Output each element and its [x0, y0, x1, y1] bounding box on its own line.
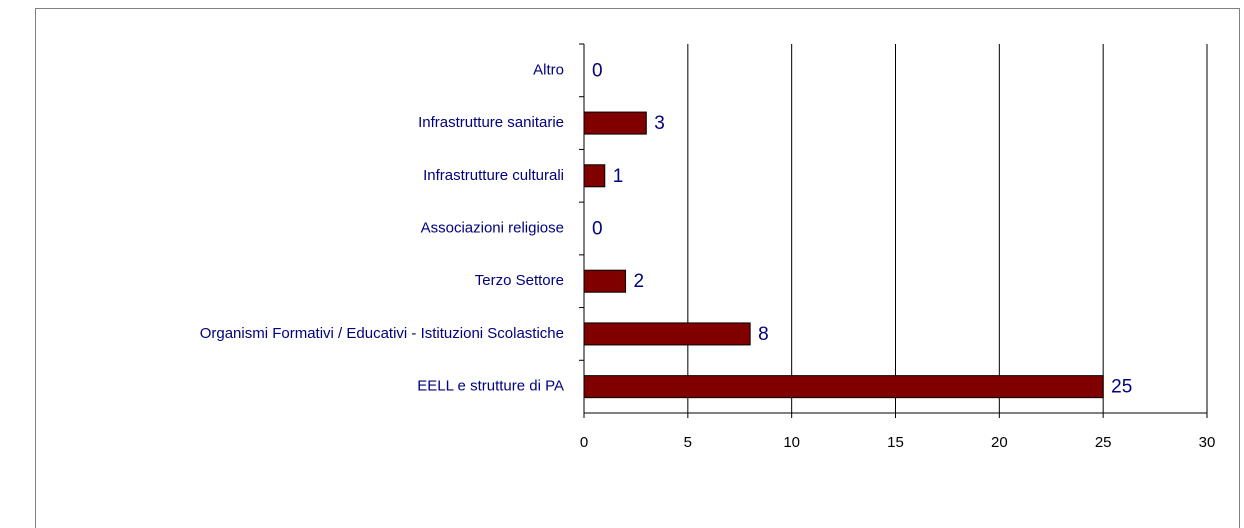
- data-label: 3: [654, 113, 665, 134]
- y-tick-label: EELL e strutture di PA: [417, 378, 564, 395]
- y-tick-label: Terzo Settore: [475, 272, 564, 289]
- y-tick-label: Organismi Formativi / Educativi - Istitu…: [200, 325, 564, 342]
- data-label: 0: [592, 60, 603, 81]
- x-tick-label: 25: [1095, 434, 1112, 451]
- y-tick-label: Infrastrutture culturali: [423, 167, 564, 184]
- bar: [583, 322, 751, 346]
- x-tick-label: 10: [783, 434, 800, 451]
- x-tick-label: 0: [580, 434, 588, 451]
- x-tick-label: 15: [887, 434, 904, 451]
- y-tick-label: Infrastrutture sanitarie: [418, 114, 564, 131]
- data-label: 2: [634, 271, 645, 292]
- bar: [583, 269, 627, 293]
- chart-frame: [35, 8, 1240, 528]
- data-label: 25: [1111, 377, 1132, 398]
- bar: [583, 164, 606, 188]
- x-tick-label: 5: [684, 434, 692, 451]
- bar: [583, 111, 647, 135]
- data-label: 1: [613, 166, 624, 187]
- x-tick-label: 30: [1199, 434, 1216, 451]
- data-label: 8: [758, 324, 769, 345]
- y-tick-label: Associazioni religiose: [421, 219, 564, 236]
- y-tick-label: Altro: [533, 61, 564, 78]
- data-label: 0: [592, 219, 603, 240]
- x-tick-label: 20: [991, 434, 1008, 451]
- bar: [583, 375, 1104, 399]
